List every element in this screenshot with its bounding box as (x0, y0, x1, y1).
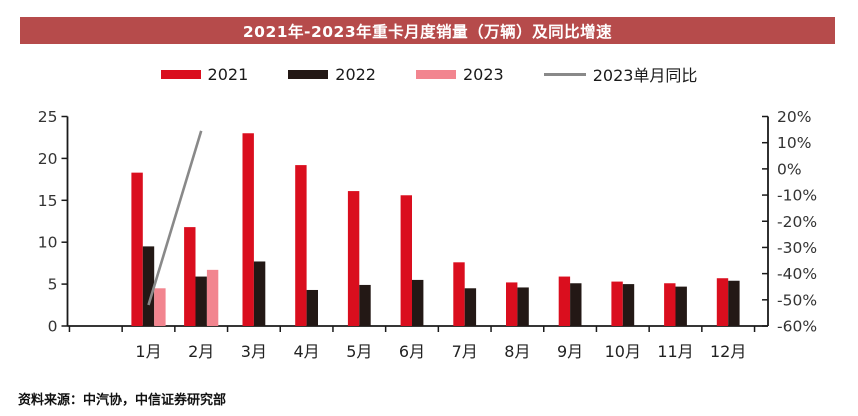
month-label: 2月 (188, 342, 214, 361)
left-tick-label: 25 (38, 108, 58, 126)
bar-2021-12月 (716, 278, 729, 326)
legend-label: 2023单月同比 (592, 66, 698, 85)
bar-2021-1月 (131, 172, 143, 326)
left-tick-label: 20 (38, 150, 58, 168)
bar-2021-8月 (506, 282, 518, 326)
legend-label: 2023 (462, 64, 504, 84)
right-tick-label: 20% (777, 108, 811, 126)
legend-item-2023单月同比: 2023单月同比 (543, 62, 698, 86)
bar-2022-10月 (622, 284, 635, 326)
legend-item-2023: 2023 (415, 64, 504, 84)
left-tick-label: 15 (38, 192, 58, 210)
legend-swatch-line-2023单月同比 (543, 72, 586, 76)
bar-2022-6月 (412, 279, 424, 326)
bar-2022-2月 (195, 276, 207, 326)
bar-2021-2月 (184, 227, 196, 326)
bar-2022-7月 (464, 288, 477, 326)
month-label: 5月 (346, 342, 372, 361)
left-tick-label: 10 (38, 234, 58, 252)
month-label: 11月 (657, 342, 693, 361)
bar-2021-7月 (453, 262, 465, 326)
legend-swatch-bar-2021 (160, 69, 201, 79)
right-tick-label: -60% (777, 318, 817, 336)
bar-2022-9月 (570, 283, 582, 326)
x-axis-ticks: 1月 2月 3月 4月 5月 6月 7月 8月 9月 10月 11月 12月 (68, 326, 756, 361)
bar-2021-5月 (347, 191, 360, 326)
left-axis-ticks: 0 5 10 15 20 25 (38, 108, 68, 336)
right-tick-label: 10% (777, 134, 811, 152)
right-tick-label: -10% (777, 187, 817, 205)
bar-2022-4月 (306, 289, 318, 326)
month-label: 9月 (557, 342, 583, 361)
month-label: 3月 (241, 342, 267, 361)
right-tick-label: -50% (777, 291, 817, 309)
bar-2021-9月 (558, 276, 571, 326)
month-label: 1月 (135, 342, 161, 361)
bar-2021-11月 (664, 283, 676, 326)
bar-2021-10月 (611, 281, 623, 326)
legend-label: 2022 (335, 64, 376, 84)
bar-2022-8月 (517, 287, 529, 326)
bar-2023-2月 (206, 269, 219, 326)
legend: 2021 2022 2023 2023单月同比 (0, 63, 858, 85)
legend-swatch-bar-2023 (415, 69, 456, 79)
month-label: 7月 (452, 342, 478, 361)
month-label: 6月 (399, 342, 425, 361)
legend-label: 2021 (207, 64, 249, 84)
legend-swatch-bar-2022 (288, 69, 329, 79)
right-axis-ticks: 20% 10% 0% -10% -20% -30% -40% -50% -60% (762, 108, 817, 336)
bar-2021-6月 (400, 195, 412, 326)
chart-title-banner: 2021年-2023年重卡月度销量（万辆）及同比增速 (20, 17, 835, 44)
bar-2023-1月 (154, 288, 166, 326)
bars (131, 133, 740, 326)
bar-2022-1月 (142, 246, 155, 326)
bar-2022-5月 (359, 284, 371, 326)
yoy-line (147, 130, 203, 306)
left-tick-label: 5 (48, 276, 58, 294)
bar-2022-3月 (253, 261, 266, 326)
month-label: 8月 (504, 342, 530, 361)
chart-title: 2021年-2023年重卡月度销量（万辆）及同比增速 (242, 22, 613, 41)
right-tick-label: -30% (777, 239, 817, 257)
right-tick-label: 0% (777, 160, 802, 178)
right-tick-label: -20% (777, 213, 817, 231)
left-tick-label: 0 (48, 318, 58, 336)
legend-item-2022: 2022 (288, 65, 376, 84)
bar-2021-3月 (242, 133, 254, 326)
month-label: 12月 (710, 342, 746, 361)
legend-item-2021: 2021 (160, 64, 249, 84)
source-note: 资料来源：中汽协，中信证券研究部 (18, 393, 227, 408)
month-label: 4月 (294, 342, 320, 361)
bar-2022-12月 (728, 280, 740, 326)
month-label: 10月 (605, 342, 641, 361)
bar-2022-11月 (675, 286, 687, 326)
right-tick-label: -40% (777, 265, 817, 283)
bar-2021-4月 (295, 165, 307, 326)
